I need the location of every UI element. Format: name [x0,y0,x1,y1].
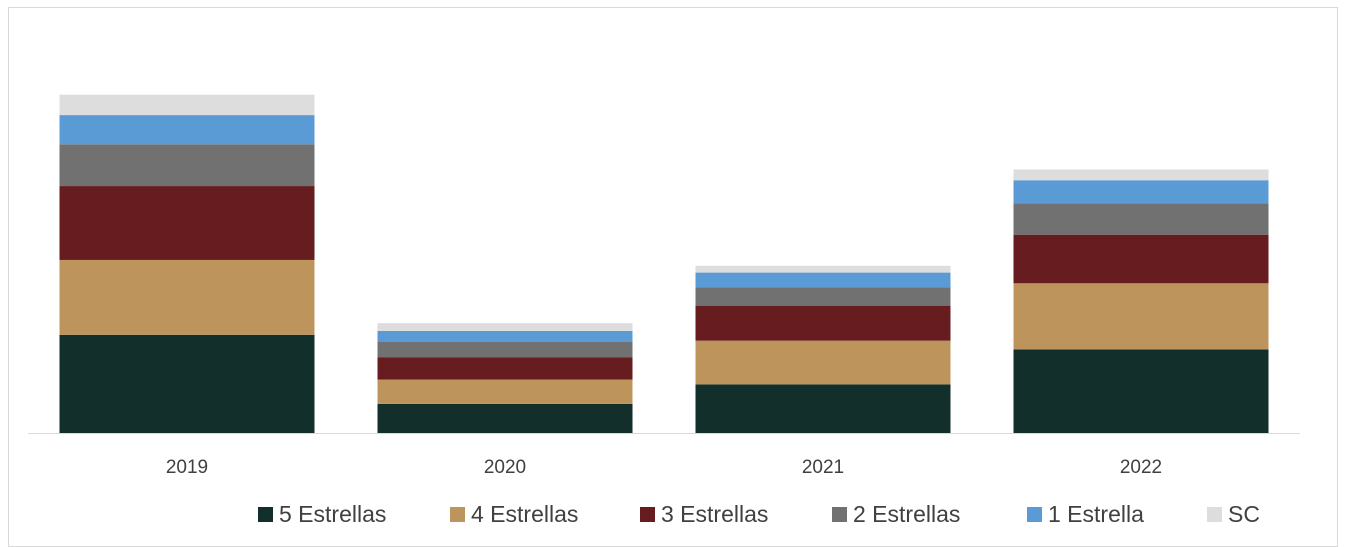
x-tick-label-2021: 2021 [802,457,844,478]
bar-segment-2020-5-estrellas [377,403,633,433]
legend-label: 2 Estrellas [853,500,961,527]
bar-segment-2020-2-estrellas [377,341,633,358]
legend-label: 4 Estrellas [471,500,579,527]
bar-segment-2020-3-estrellas [377,357,633,380]
bar-segment-2022-sc [1013,169,1269,181]
bar-segment-2021-5-estrellas [695,384,951,433]
bar-segment-2019-2-estrellas [59,144,315,187]
stacked-bar-chart: 2019 2020 2021 2022 [28,94,1300,478]
x-tick-label-2019: 2019 [166,457,208,478]
bar-segment-2021-1-estrella [695,272,951,288]
bar-segment-2020-4-estrellas [377,379,633,404]
bar-segment-2020-1-estrella [377,330,633,342]
legend-label: 1 Estrella [1048,500,1144,527]
bar-segment-2022-5-estrellas [1013,349,1269,433]
bar-segment-2021-3-estrellas [695,305,951,341]
legend-swatch [832,506,847,522]
legend-swatch [1207,506,1222,522]
legend-swatch [640,506,655,522]
bar-segment-2022-2-estrellas [1013,203,1269,235]
bar-segment-2021-2-estrellas [695,287,951,306]
legend-item-4-estrellas: 4 Estrellas [450,496,578,532]
x-tick-label-2022: 2022 [1120,457,1162,478]
bar-segment-2022-4-estrellas [1013,283,1269,350]
chart-legend: 5 Estrellas 4 Estrellas 3 Estrellas 2 Estre… [0,496,1348,532]
bar-segment-2021-sc [695,265,951,273]
bar-segment-2019-3-estrellas [59,186,315,260]
legend-item-sc: SC [1207,496,1260,532]
legend-swatch [450,506,465,522]
bar-segment-2020-sc [377,323,633,331]
legend-label: 3 Estrellas [661,500,769,527]
legend-label: SC [1228,500,1260,527]
legend-swatch [1027,506,1042,522]
bar-segment-2019-sc [59,94,315,116]
legend-item-5-estrellas: 5 Estrellas [258,496,386,532]
bar-segment-2019-5-estrellas [59,334,315,433]
bar-segment-2022-1-estrella [1013,180,1269,204]
legend-item-2-estrellas: 2 Estrellas [832,496,960,532]
legend-item-3-estrellas: 3 Estrellas [640,496,768,532]
bar-segment-2019-4-estrellas [59,259,315,335]
legend-item-1-estrella: 1 Estrella [1027,496,1144,532]
legend-swatch [258,506,273,522]
bar-segment-2021-4-estrellas [695,340,951,385]
legend-label: 5 Estrellas [279,500,387,527]
x-tick-label-2020: 2020 [484,457,526,478]
bar-segment-2019-1-estrella [59,115,315,145]
bar-segment-2022-3-estrellas [1013,234,1269,284]
